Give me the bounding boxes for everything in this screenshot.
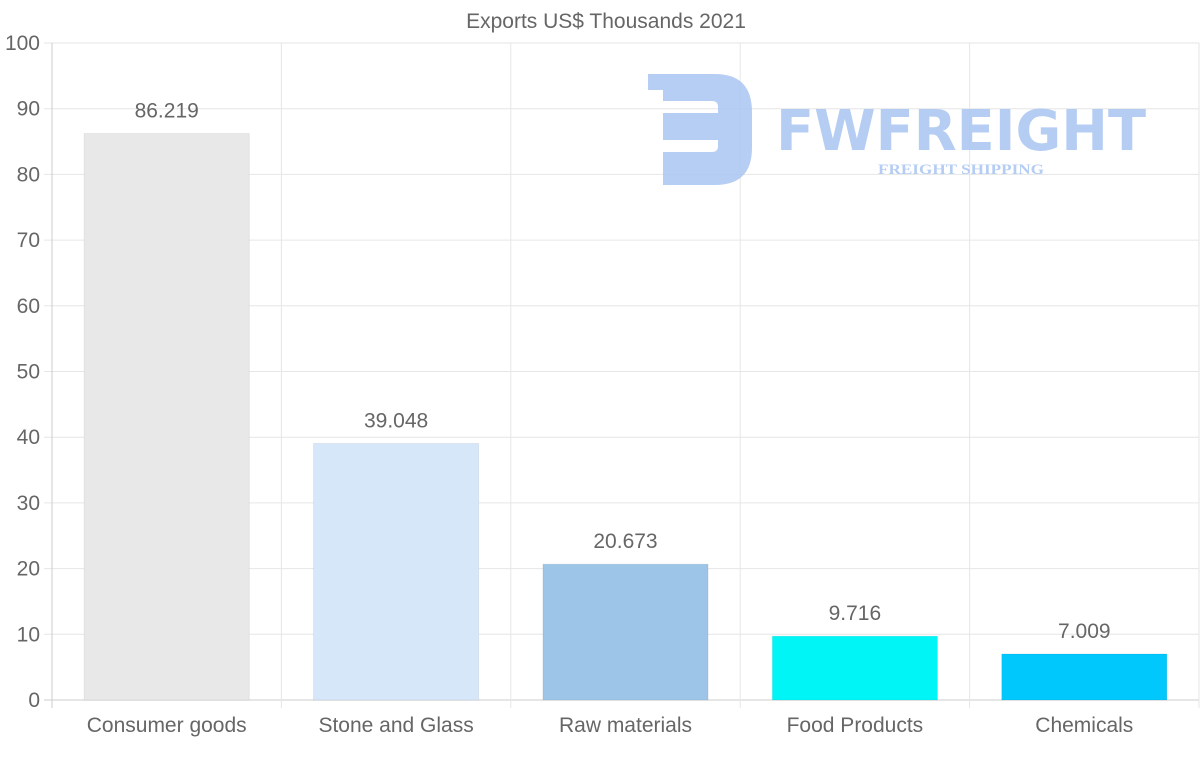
y-tick-label: 10 — [17, 623, 40, 646]
data-label: 20.673 — [593, 530, 657, 553]
y-axis-ticks: 0 10 20 30 40 50 60 70 80 90 100 — [5, 32, 40, 712]
bar[interactable] — [83, 133, 250, 701]
bar[interactable] — [542, 563, 709, 701]
bar-series — [83, 133, 1168, 701]
watermark-brand: FWFREIGHT — [776, 99, 1146, 164]
y-tick-label: 100 — [5, 32, 40, 55]
bar[interactable] — [1001, 653, 1168, 701]
bar[interactable] — [771, 635, 938, 701]
watermark-logo-mark — [648, 74, 752, 185]
data-labels: 86.219 39.048 20.673 9.716 7.009 — [135, 100, 1111, 643]
data-label: 86.219 — [135, 100, 199, 123]
y-tick-label: 70 — [17, 229, 40, 252]
x-tick-label: Consumer goods — [87, 714, 247, 737]
x-tick-label: Raw materials — [559, 714, 692, 737]
y-tick-label: 30 — [17, 492, 40, 515]
watermark-logo: FWFREIGHT FREIGHT SHIPPING — [648, 74, 1146, 185]
y-tick-label: 50 — [17, 361, 40, 384]
data-label: 39.048 — [364, 409, 428, 432]
y-tick-label: 40 — [17, 426, 40, 449]
y-tick-label: 20 — [17, 558, 40, 581]
y-tick-label: 0 — [28, 689, 40, 712]
y-tick-label: 90 — [17, 98, 40, 121]
y-tick-label: 60 — [17, 295, 40, 318]
x-tick-label: Stone and Glass — [318, 714, 473, 737]
x-tick-label: Food Products — [787, 714, 924, 737]
x-tick-label: Chemicals — [1035, 714, 1133, 737]
watermark-tagline: FREIGHT SHIPPING — [878, 162, 1044, 178]
data-label: 9.716 — [829, 602, 882, 625]
bar[interactable] — [313, 442, 480, 701]
x-axis-ticks: Consumer goods Stone and Glass Raw materia… — [87, 714, 1134, 737]
data-label: 7.009 — [1058, 620, 1111, 643]
y-tick-label: 80 — [17, 163, 40, 186]
chart-title: Exports US$ Thousands 2021 — [466, 10, 746, 33]
